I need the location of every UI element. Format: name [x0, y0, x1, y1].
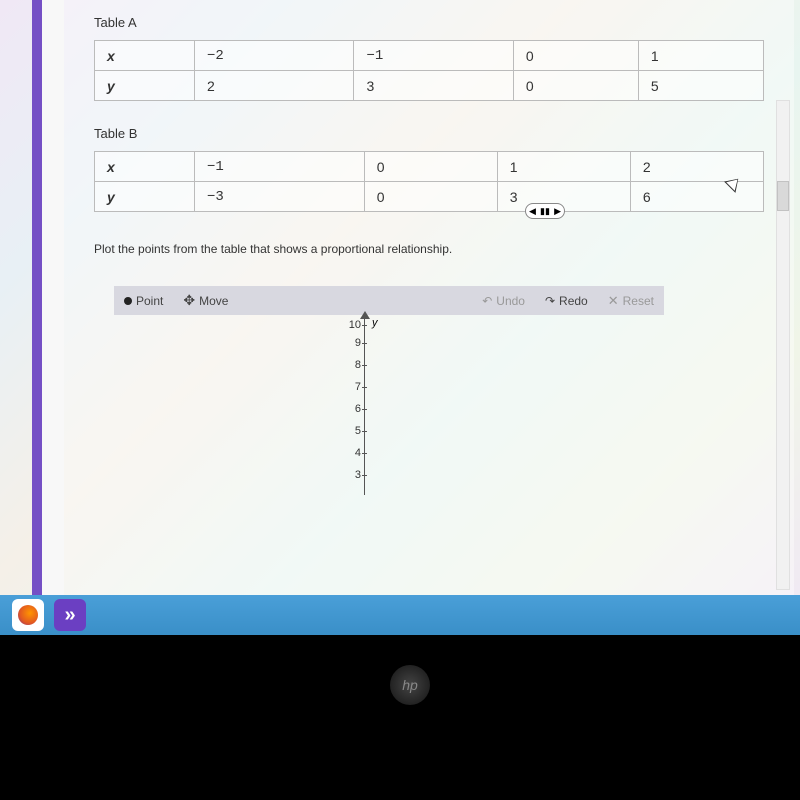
row-label: y — [95, 182, 195, 212]
cell: 2 — [630, 152, 763, 182]
cell: 6 — [630, 182, 763, 212]
y-tick-mark — [362, 475, 367, 476]
cell: 3 — [354, 71, 513, 101]
row-label: y — [95, 71, 195, 101]
y-tick-label: 9 — [346, 337, 361, 349]
undo-icon: ↶ — [482, 294, 492, 308]
redo-label: Redo — [559, 294, 588, 308]
point-icon — [124, 297, 132, 305]
windows-taskbar: » — [0, 595, 800, 635]
cell: 1 — [497, 152, 630, 182]
table-row: y 2 3 0 5 — [95, 71, 764, 101]
cell: 0 — [513, 41, 638, 71]
y-axis-arrow — [360, 311, 370, 319]
cell: 0 — [513, 71, 638, 101]
y-tick-label: 10 — [346, 319, 361, 331]
undo-label: Undo — [496, 294, 525, 308]
chevron-app-icon[interactable]: » — [54, 599, 86, 631]
move-icon: ✥ — [183, 292, 195, 309]
cell: 0 — [364, 152, 497, 182]
hp-logo: hp — [390, 665, 430, 705]
app-screen: Table A x −2 −1 0 1 y 2 3 0 5 Table B x … — [0, 0, 800, 635]
reset-button[interactable]: ✕ Reset — [608, 293, 654, 309]
y-tick-mark — [362, 453, 367, 454]
cell: −1 — [195, 152, 365, 182]
table-b-title: Table B — [94, 126, 764, 141]
move-tool[interactable]: ✥ Move — [183, 292, 228, 309]
table-row: y −3 0 3 6 — [95, 182, 764, 212]
y-tick-label: 4 — [346, 447, 361, 459]
y-tick-mark — [362, 431, 367, 432]
y-tick-mark — [362, 365, 367, 366]
y-axis — [364, 315, 365, 495]
y-tick-mark — [362, 343, 367, 344]
reset-label: Reset — [623, 294, 654, 308]
table-a: x −2 −1 0 1 y 2 3 0 5 — [94, 40, 764, 101]
firefox-icon[interactable] — [12, 599, 44, 631]
slider-widget[interactable]: ◀ ▮▮ ▶ — [525, 203, 565, 219]
cell: 1 — [638, 41, 763, 71]
main-content: Table A x −2 −1 0 1 y 2 3 0 5 Table B x … — [64, 0, 794, 595]
cell: 0 — [364, 182, 497, 212]
row-label: x — [95, 41, 195, 71]
cell: −1 — [354, 41, 513, 71]
y-tick-mark — [362, 387, 367, 388]
y-tick-mark — [362, 409, 367, 410]
move-label: Move — [199, 294, 228, 308]
row-label: x — [95, 152, 195, 182]
y-tick-label: 5 — [346, 425, 361, 437]
table-a-title: Table A — [94, 15, 764, 30]
cell: 2 — [195, 71, 354, 101]
table-b: x −1 0 1 2 y −3 0 3 6 — [94, 151, 764, 212]
slider-right-icon: ▶ — [554, 206, 561, 217]
redo-icon: ↷ — [545, 294, 555, 308]
y-tick-mark — [362, 325, 367, 326]
point-label: Point — [136, 294, 163, 308]
y-tick-label: 7 — [346, 381, 361, 393]
y-axis-label: y — [372, 317, 378, 329]
cell: −2 — [195, 41, 354, 71]
point-tool[interactable]: Point — [124, 294, 163, 308]
slider-middle-icon: ▮▮ — [540, 206, 550, 217]
graph-toolbar: Point ✥ Move ↶ Undo ↷ Redo ✕ Reset — [114, 286, 664, 315]
slider-left-icon: ◀ — [529, 206, 536, 217]
y-tick-label: 8 — [346, 359, 361, 371]
left-margin-strip — [42, 0, 64, 595]
instruction-text: Plot the points from the table that show… — [94, 242, 764, 256]
table-row: x −1 0 1 2 — [95, 152, 764, 182]
undo-button[interactable]: ↶ Undo — [482, 294, 525, 308]
cell: 5 — [638, 71, 763, 101]
cell: −3 — [195, 182, 365, 212]
left-accent-bar — [32, 0, 42, 595]
y-tick-label: 3 — [346, 469, 361, 481]
y-tick-label: 6 — [346, 403, 361, 415]
table-row: x −2 −1 0 1 — [95, 41, 764, 71]
redo-button[interactable]: ↷ Redo — [545, 294, 588, 308]
coordinate-plane[interactable]: y 10 9 8 7 6 5 4 3 — [114, 315, 664, 495]
reset-icon: ✕ — [608, 293, 619, 309]
